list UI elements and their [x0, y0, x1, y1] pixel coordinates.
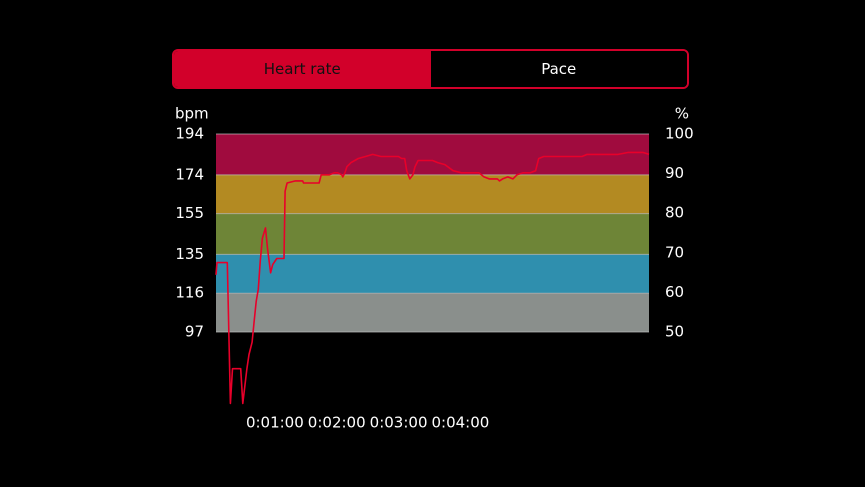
tab-heart-rate[interactable]: Heart rate	[174, 51, 431, 87]
left-tick-label-0: 194	[175, 125, 204, 143]
zone-band-0	[216, 134, 649, 175]
x-tick-label-1: 0:02:00	[308, 414, 366, 432]
right-axis-unit-label: %	[675, 105, 689, 123]
left-tick-label-3: 135	[175, 245, 204, 263]
right-tick-label-3: 70	[665, 243, 684, 261]
left-tick-label-1: 174	[175, 165, 204, 183]
right-tick-label-1: 90	[665, 164, 684, 182]
zone-band-3	[216, 254, 649, 294]
right-tick-label-0: 100	[665, 125, 694, 143]
zone-band-2	[216, 213, 649, 255]
left-tick-label-4: 116	[175, 284, 204, 302]
metric-toggle: Heart rate Pace	[172, 49, 689, 89]
left-tick-label-5: 97	[185, 323, 204, 341]
right-tick-label-4: 60	[665, 283, 684, 301]
heart-rate-line-0	[215, 151, 650, 405]
zone-band-4	[216, 293, 649, 332]
right-tick-label-5: 50	[665, 323, 684, 341]
x-tick-label-3: 0:04:00	[432, 414, 490, 432]
right-tick-label-2: 80	[665, 204, 684, 222]
left-axis-unit-label: bpm	[175, 105, 209, 123]
x-tick-label-0: 0:01:00	[246, 414, 304, 432]
zone-band-1	[216, 174, 649, 214]
tab-pace[interactable]: Pace	[430, 51, 687, 87]
left-tick-label-2: 155	[175, 204, 204, 222]
x-tick-label-2: 0:03:00	[370, 414, 428, 432]
